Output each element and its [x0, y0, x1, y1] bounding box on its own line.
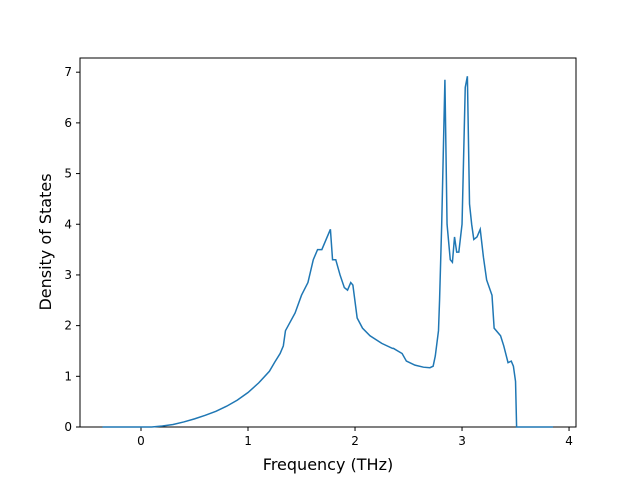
x-tick-label: 2	[351, 434, 359, 448]
x-tick-label: 4	[565, 434, 573, 448]
y-tick-label: 0	[64, 420, 72, 434]
y-tick-label: 4	[64, 217, 72, 231]
y-tick-label: 2	[64, 319, 72, 333]
y-axis-label: Density of States	[36, 173, 55, 310]
y-tick-label: 3	[64, 268, 72, 282]
x-tick-label: 0	[137, 434, 145, 448]
y-tick-label: 6	[64, 116, 72, 130]
x-tick-label: 3	[458, 434, 466, 448]
data-line	[102, 76, 553, 428]
y-tick-label: 1	[64, 369, 72, 383]
plot-frame	[79, 57, 577, 428]
y-tick-label: 5	[64, 167, 72, 181]
y-tick-label: 7	[64, 65, 72, 79]
x-axis-label: Frequency (THz)	[263, 455, 393, 474]
x-tick-label: 1	[244, 434, 252, 448]
